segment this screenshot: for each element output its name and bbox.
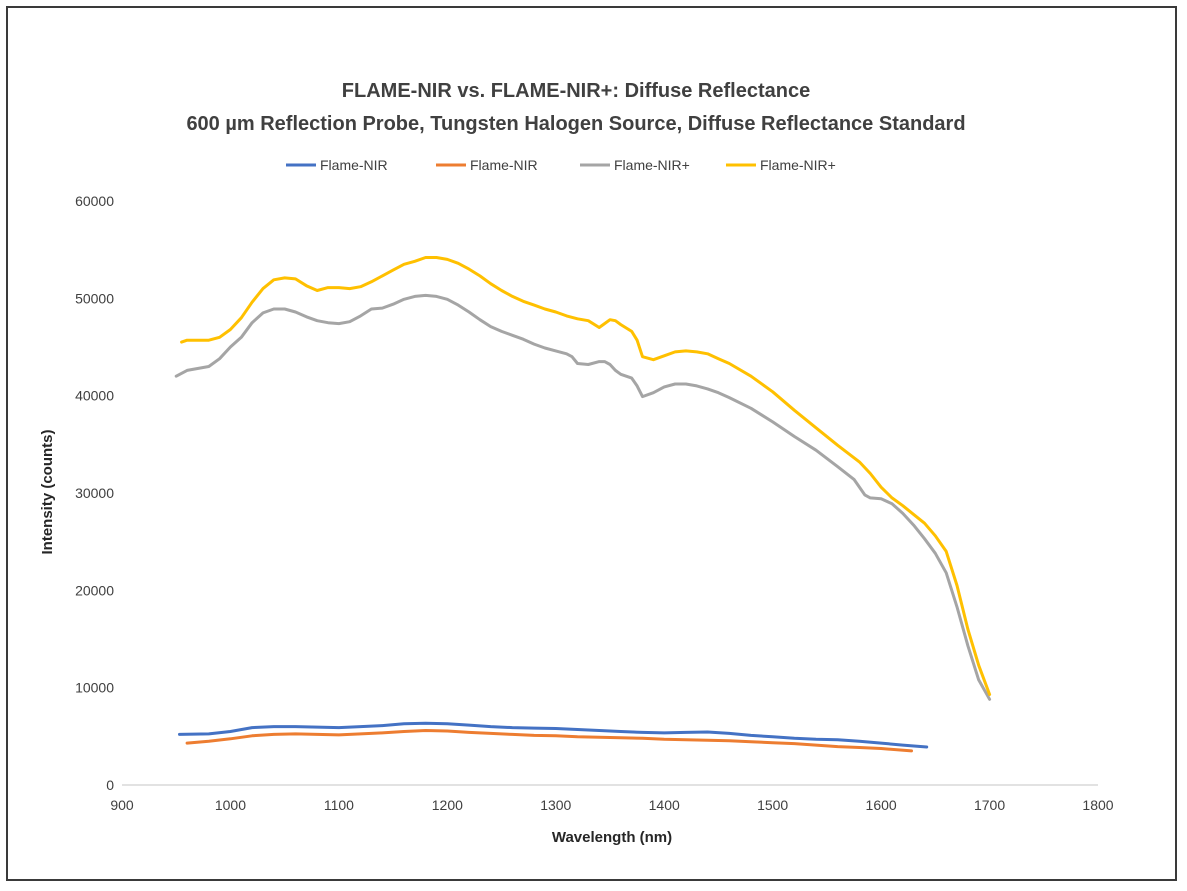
- x-tick-label: 1200: [432, 797, 463, 813]
- y-tick-label: 30000: [75, 485, 114, 501]
- x-tick-label: 1100: [324, 797, 354, 813]
- legend-label: Flame-NIR+: [614, 157, 690, 173]
- x-tick-label: 1500: [757, 797, 788, 813]
- series-group: [174, 256, 992, 753]
- x-tick-label: 1800: [1082, 797, 1113, 813]
- y-axis-ticks: 0 10000 20000 30000 40000 50000 60000: [75, 193, 114, 793]
- legend-item: Flame-NIR: [436, 157, 538, 173]
- x-tick-label: 900: [110, 797, 134, 813]
- legend: Flame-NIR Flame-NIR Flame-NIR+ Flame-NIR+: [286, 157, 836, 173]
- legend-item: Flame-NIR+: [580, 157, 690, 173]
- x-tick-label: 1700: [974, 797, 1005, 813]
- x-tick-label: 1300: [540, 797, 571, 813]
- series-line-3: [174, 293, 992, 701]
- x-tick-label: 1000: [215, 797, 246, 813]
- series-line-2: [185, 729, 913, 753]
- chart-title: FLAME-NIR vs. FLAME-NIR+: Diffuse Reflec…: [342, 80, 810, 102]
- x-tick-label: 1400: [649, 797, 680, 813]
- x-axis-ticks: 900 1000 1100 1200 1300 1400 1500 1600 1700 1800: [110, 797, 1113, 813]
- legend-label: Flame-NIR: [320, 157, 388, 173]
- chart-subtitle: 600 µm Reflection Probe, Tungsten Haloge…: [186, 113, 965, 135]
- y-axis-title: Intensity (counts): [39, 429, 56, 554]
- x-axis-title: Wavelength (nm): [552, 829, 672, 846]
- y-tick-label: 50000: [75, 290, 114, 306]
- legend-item: Flame-NIR+: [726, 157, 836, 173]
- y-tick-label: 20000: [75, 582, 114, 598]
- series-line-4: [180, 256, 992, 696]
- chart-frame: FLAME-NIR vs. FLAME-NIR+: Diffuse Reflec…: [6, 6, 1177, 881]
- y-tick-label: 40000: [75, 388, 114, 404]
- legend-label: Flame-NIR: [470, 157, 538, 173]
- y-tick-label: 10000: [75, 680, 114, 696]
- chart: FLAME-NIR vs. FLAME-NIR+: Diffuse Reflec…: [39, 80, 1114, 846]
- y-tick-label: 0: [106, 777, 114, 793]
- legend-item: Flame-NIR: [286, 157, 388, 173]
- legend-label: Flame-NIR+: [760, 157, 836, 173]
- series-line-1: [178, 721, 929, 749]
- x-tick-label: 1600: [866, 797, 897, 813]
- y-tick-label: 60000: [75, 193, 114, 209]
